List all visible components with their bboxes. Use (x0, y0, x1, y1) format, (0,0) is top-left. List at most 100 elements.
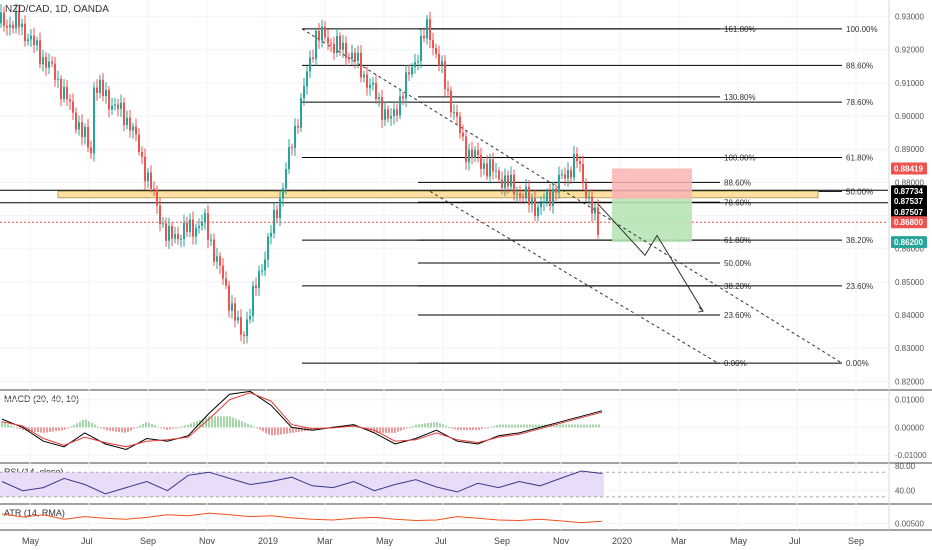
candle-body (441, 61, 443, 66)
candle-body (156, 189, 158, 206)
macd-histogram-bar (100, 427, 102, 429)
macd-histogram-bar (475, 427, 477, 431)
date-label: Jul (789, 536, 801, 546)
macd-histogram-bar (571, 424, 573, 428)
candle-body (597, 207, 599, 235)
candle-body (72, 101, 74, 113)
candle-body (204, 213, 206, 223)
macd-histogram-bar (271, 427, 273, 436)
macd-histogram-bar (592, 424, 594, 428)
candle-body (15, 11, 17, 29)
trendline-upper (301, 28, 843, 364)
macd-histogram-bar (142, 423, 144, 428)
candle-body (36, 40, 38, 46)
candle-body (45, 57, 47, 68)
date-label: Mar (317, 536, 333, 546)
candle-body (279, 198, 281, 219)
macd-tick-label: -0.01000 (895, 451, 927, 460)
price-badge-label: 0.87507 (894, 208, 923, 217)
macd-title: MACD (20, 40, 10) (4, 394, 79, 404)
candle-body (342, 42, 344, 50)
price-badge (891, 185, 927, 198)
candle-body (546, 191, 548, 202)
candle-body (147, 172, 149, 182)
macd-histogram-bar (193, 422, 195, 428)
fib-right-label: 61.80% (846, 154, 873, 163)
candle-body (573, 153, 575, 178)
macd-histogram-bar (403, 427, 405, 430)
macd-histogram-bar (547, 424, 549, 428)
macd-histogram-bar (424, 423, 426, 428)
macd-histogram-bar (166, 427, 168, 430)
candle-body (528, 186, 530, 205)
macd-histogram-bar (259, 427, 261, 430)
candle-body (381, 97, 383, 120)
candle-body (498, 170, 500, 180)
candle-body (297, 125, 299, 128)
candle-body (390, 116, 392, 119)
candle-body (354, 52, 356, 61)
fib-right-label: 0.00% (846, 359, 869, 368)
macd-histogram-bar (484, 427, 486, 429)
candle-body (54, 63, 56, 80)
candle-body (6, 25, 8, 28)
candle-body (459, 116, 461, 133)
macd-histogram-bar (220, 416, 222, 428)
candle-body (300, 98, 302, 128)
candle-body (567, 170, 569, 179)
macd-histogram-bar (94, 424, 96, 428)
macd-histogram-bar (265, 427, 267, 434)
candle-body (468, 149, 470, 163)
macd-histogram-bar (274, 427, 276, 436)
candle-body (9, 24, 11, 28)
macd-histogram-bar (577, 424, 579, 428)
macd-histogram-bar (460, 427, 462, 431)
candle-body (120, 102, 122, 109)
candle-body (291, 147, 293, 149)
macd-histogram-bar (490, 426, 492, 428)
candle-body (309, 57, 311, 72)
candle-body (75, 112, 77, 130)
macd-histogram-bar (292, 427, 294, 433)
candle-body (261, 270, 263, 272)
macd-histogram-bar (115, 427, 117, 432)
candle-body (162, 223, 164, 225)
macd-histogram-bar (121, 427, 123, 433)
candle-body (90, 147, 92, 154)
macd-histogram-bar (4, 423, 6, 428)
macd-histogram-bar (124, 427, 126, 433)
macd-histogram-bar (205, 417, 207, 428)
candle-body (399, 96, 401, 116)
candle-body (549, 191, 551, 206)
macd-histogram-bar (568, 424, 570, 428)
candle-body (123, 102, 125, 126)
candle-body (27, 39, 29, 42)
macd-histogram-bar (67, 427, 69, 429)
macd-histogram-bar (439, 423, 441, 428)
price-badge-label: 0.86800 (894, 218, 923, 227)
price-badge (891, 206, 927, 218)
fib-right-label: 23.60% (846, 282, 873, 291)
macd-histogram-bar (412, 425, 414, 428)
macd-histogram-bar (151, 423, 153, 428)
candle-body (570, 170, 572, 178)
candle-body (321, 26, 323, 41)
macd-histogram-bar (535, 424, 537, 428)
price-badge-label: 0.87537 (894, 197, 923, 206)
macd-histogram-bar (394, 427, 396, 433)
macd-histogram-bar (118, 427, 120, 432)
macd-histogram-bar (436, 422, 438, 428)
macd-histogram-bar (514, 424, 516, 428)
macd-histogram-bar (505, 424, 507, 428)
candle-body (210, 239, 212, 241)
macd-histogram-bar (139, 425, 141, 428)
macd-histogram-bar (37, 427, 39, 433)
candle-body (471, 149, 473, 158)
macd-histogram-bar (85, 419, 87, 428)
macd-histogram-bar (580, 424, 582, 428)
macd-histogram-bar (532, 424, 534, 428)
date-label: Sep (140, 536, 156, 546)
macd-histogram-bar (235, 418, 237, 428)
candle-body (366, 74, 368, 88)
